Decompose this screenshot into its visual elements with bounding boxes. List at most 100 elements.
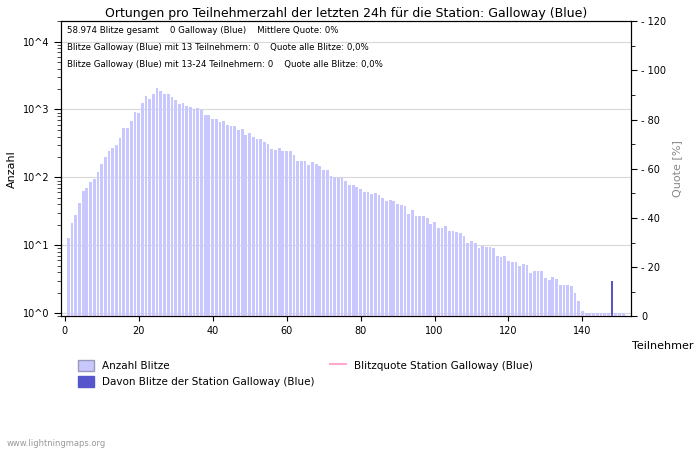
- Bar: [367, 192, 370, 450]
- Bar: [174, 100, 177, 450]
- Bar: [610, 281, 613, 450]
- Bar: [348, 185, 351, 450]
- Text: www.lightningmaps.org: www.lightningmaps.org: [7, 439, 106, 448]
- Bar: [130, 121, 132, 450]
- Bar: [259, 139, 262, 450]
- Bar: [211, 119, 214, 450]
- Bar: [618, 313, 621, 450]
- Bar: [356, 187, 358, 450]
- Text: Blitze Galloway (Blue) mit 13-24 Teilnehmern: 0    Quote alle Blitze: 0,0%: Blitze Galloway (Blue) mit 13-24 Teilneh…: [66, 60, 382, 69]
- Bar: [500, 257, 503, 450]
- Bar: [270, 149, 273, 450]
- Bar: [126, 128, 129, 450]
- Bar: [341, 177, 344, 450]
- Bar: [603, 313, 606, 450]
- Bar: [548, 280, 551, 450]
- Bar: [403, 206, 406, 450]
- Bar: [610, 313, 613, 450]
- Bar: [377, 195, 380, 450]
- Bar: [396, 204, 399, 450]
- Bar: [252, 137, 255, 450]
- Bar: [97, 171, 99, 450]
- Bar: [141, 104, 144, 450]
- Bar: [615, 313, 617, 450]
- Text: Blitze Galloway (Blue) mit 13 Teilnehmern: 0    Quote alle Blitze: 0,0%: Blitze Galloway (Blue) mit 13 Teilnehmer…: [66, 43, 368, 52]
- Bar: [440, 228, 443, 450]
- Bar: [315, 164, 318, 450]
- Bar: [74, 215, 77, 450]
- Bar: [459, 234, 462, 450]
- Y-axis label: Quote [%]: Quote [%]: [672, 140, 682, 197]
- Bar: [429, 224, 432, 450]
- Bar: [197, 108, 199, 450]
- Bar: [529, 273, 532, 450]
- Bar: [122, 128, 125, 450]
- Bar: [104, 157, 106, 450]
- Bar: [248, 133, 251, 450]
- Bar: [503, 256, 506, 450]
- Bar: [407, 214, 410, 450]
- Bar: [241, 129, 244, 450]
- Bar: [322, 171, 325, 450]
- Bar: [167, 94, 169, 450]
- Text: 58.974 Blitze gesamt    0 Galloway (Blue)    Mittlere Quote: 0%: 58.974 Blitze gesamt 0 Galloway (Blue) M…: [66, 26, 338, 35]
- Bar: [537, 270, 540, 450]
- Bar: [578, 301, 580, 450]
- Bar: [596, 313, 598, 450]
- Bar: [215, 119, 218, 450]
- Bar: [82, 191, 85, 450]
- Text: Teilnehmer: Teilnehmer: [631, 342, 693, 351]
- Bar: [281, 151, 284, 450]
- Bar: [163, 94, 166, 450]
- Bar: [226, 125, 229, 450]
- Bar: [178, 104, 181, 450]
- Bar: [344, 181, 347, 450]
- Bar: [426, 218, 428, 450]
- Bar: [318, 166, 321, 450]
- Bar: [374, 193, 377, 450]
- Bar: [137, 113, 140, 450]
- Bar: [359, 189, 362, 450]
- Bar: [171, 97, 174, 450]
- Bar: [411, 210, 414, 450]
- Bar: [622, 313, 624, 450]
- Bar: [566, 285, 569, 450]
- Bar: [330, 176, 332, 450]
- Bar: [370, 194, 373, 450]
- Bar: [296, 161, 299, 450]
- Bar: [289, 151, 292, 450]
- Bar: [307, 165, 310, 450]
- Y-axis label: Anzahl: Anzahl: [7, 150, 17, 188]
- Bar: [600, 313, 603, 450]
- Bar: [489, 248, 491, 450]
- Bar: [448, 231, 451, 450]
- Bar: [581, 311, 584, 450]
- Bar: [540, 271, 543, 450]
- Bar: [193, 109, 195, 450]
- Bar: [544, 278, 547, 450]
- Bar: [419, 216, 421, 450]
- Bar: [522, 264, 525, 450]
- Bar: [85, 188, 88, 450]
- Bar: [552, 277, 554, 450]
- Bar: [433, 222, 436, 450]
- Bar: [333, 177, 336, 450]
- Bar: [263, 142, 266, 450]
- Bar: [145, 95, 148, 450]
- Bar: [71, 223, 74, 450]
- Bar: [352, 185, 354, 450]
- Bar: [574, 293, 577, 450]
- Bar: [492, 248, 495, 450]
- Bar: [189, 107, 192, 450]
- Bar: [452, 231, 454, 450]
- Bar: [570, 286, 573, 450]
- Bar: [293, 155, 295, 450]
- Bar: [466, 243, 469, 450]
- Bar: [285, 151, 288, 450]
- Bar: [463, 235, 466, 450]
- Bar: [233, 126, 236, 450]
- Bar: [186, 106, 188, 450]
- Bar: [555, 279, 558, 450]
- Bar: [218, 122, 221, 450]
- Bar: [230, 126, 232, 450]
